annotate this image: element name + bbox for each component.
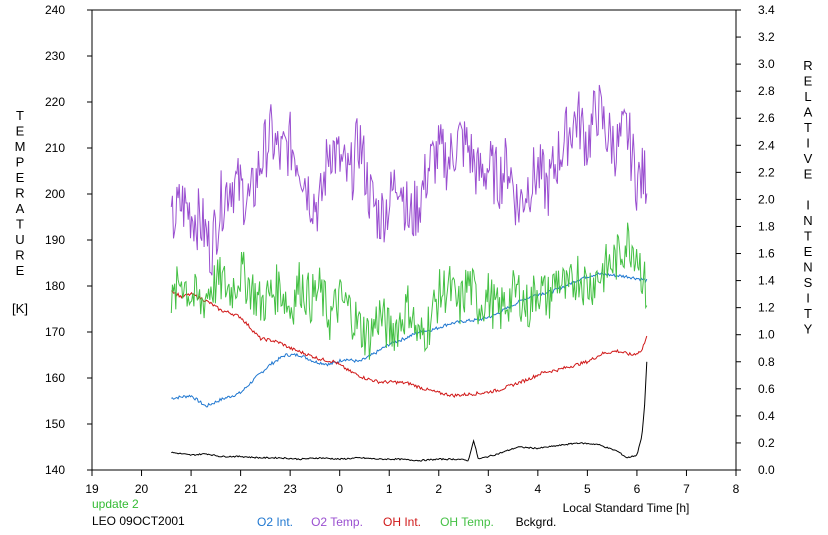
legend-item-4: Bckgrd. [516,515,557,529]
y-right-tick-label-6: 1.2 [758,301,775,315]
series-line-3 [170,222,648,360]
x-tick-label-11: 6 [634,482,641,496]
x-tick-label-4: 23 [283,482,297,496]
y-left-label-letter-6: A [16,201,25,216]
y-right-tick-label-10: 2.0 [758,192,775,206]
y-left-label-letter-3: P [16,155,25,170]
update-annotation: update 2 [92,497,139,511]
y-left-tick-label-10: 240 [45,3,65,17]
y-left-label-letter-8: U [15,232,24,247]
y-left-tick-label-2: 160 [45,371,65,385]
y-right-tick-label-12: 2.4 [758,138,775,152]
y-left-tick-label-3: 170 [45,325,65,339]
series-line-0 [171,272,648,408]
y-right-label-w0-letter-7: E [804,167,813,182]
x-tick-label-9: 4 [535,482,542,496]
y-right-tick-label-2: 0.4 [758,409,775,423]
x-tick-label-7: 2 [435,482,442,496]
legend-item-3: OH Temp. [440,515,494,529]
series-line-4 [171,361,648,462]
x-tick-label-2: 21 [184,482,198,496]
y-right-label-w1-letter-5: S [804,275,813,290]
y-right-tick-label-3: 0.6 [758,382,775,396]
y-left-unit: [K] [12,301,28,316]
y-right-tick-label-15: 3.0 [758,57,775,71]
y-right-label-w1-letter-6: I [806,291,810,306]
y-right-label-w1-letter-3: E [804,244,813,259]
series-line-2 [171,290,648,399]
y-right-label-w0-letter-6: V [804,151,813,166]
plot-frame [91,9,737,471]
y-left-tick-label-1: 150 [45,417,65,431]
y-left-tick-label-8: 220 [45,95,65,109]
series-layer [170,84,648,462]
y-right-tick-label-14: 2.8 [758,84,775,98]
legend-item-2: OH Int. [383,515,421,529]
legend: O2 Int. O2 Temp. OH Int. OH Temp. Bckgrd. [257,515,556,529]
ticks-layer: 19 20 21 22 23 0 1 2 3 4 5 6 7 8140150160170180190200… [45,3,775,496]
series-line-1 [170,84,648,276]
y-right-label-w1-letter-4: N [803,260,812,275]
y-left-tick-label-9: 230 [45,49,65,63]
y-right-label-w0-letter-1: E [804,74,813,89]
y-right-tick-label-8: 1.6 [758,247,775,261]
y-right-label-w0-letter-0: R [803,58,812,73]
y-right-tick-label-0: 0.0 [758,463,775,477]
y-left-label-letter-7: T [16,217,24,232]
x-tick-label-3: 22 [234,482,248,496]
y-right-label-w1-letter-2: T [804,229,812,244]
x-tick-label-1: 20 [135,482,149,496]
y-left-label-letter-2: M [15,139,26,154]
y-left-tick-label-4: 180 [45,279,65,293]
y-left-label-letter-9: R [15,248,24,263]
y-left-label-letter-4: E [16,170,25,185]
y-right-tick-label-17: 3.4 [758,3,775,17]
y-right-tick-label-5: 1.0 [758,328,775,342]
y-left-tick-label-0: 140 [45,463,65,477]
y-left-label-letter-0: T [16,108,24,123]
y-left-label-letter-1: E [16,124,25,139]
y-right-label-w0-letter-2: L [804,89,811,104]
y-left-tick-label-5: 190 [45,233,65,247]
y-left-label-letter-5: R [15,186,24,201]
y-right-label-w0-letter-4: T [804,120,812,135]
y-right-tick-label-1: 0.2 [758,436,775,450]
y-right-label-w1-letter-1: N [803,213,812,228]
station-annotation: LEO 09OCT2001 [92,514,185,528]
y-left-tick-label-6: 200 [45,187,65,201]
x-axis-label: Local Standard Time [h] [563,501,690,515]
legend-item-0: O2 Int. [257,515,293,529]
y-right-label-w0-letter-3: A [804,105,813,120]
x-tick-label-5: 0 [336,482,343,496]
y-left-label-letter-10: E [16,263,25,278]
x-tick-label-12: 7 [683,482,690,496]
y-right-label-w0-letter-5: I [806,136,810,151]
y-right-label-w1-letter-0: I [806,198,810,213]
y-right-tick-label-9: 1.8 [758,219,775,233]
y-right-tick-label-11: 2.2 [758,165,775,179]
y-right-tick-label-13: 2.6 [758,111,775,125]
legend-item-1: O2 Temp. [311,515,363,529]
x-tick-label-10: 5 [584,482,591,496]
x-tick-label-8: 3 [485,482,492,496]
y-right-tick-label-16: 3.2 [758,30,775,44]
x-tick-label-13: 8 [733,482,740,496]
x-tick-label-0: 19 [85,482,99,496]
y-right-tick-label-4: 0.8 [758,355,775,369]
y-right-tick-label-7: 1.4 [758,274,775,288]
y-right-label-w1-letter-7: T [804,306,812,321]
y-right-label-w1-letter-8: Y [804,322,813,337]
x-tick-label-6: 1 [386,482,393,496]
y-left-tick-label-7: 210 [45,141,65,155]
